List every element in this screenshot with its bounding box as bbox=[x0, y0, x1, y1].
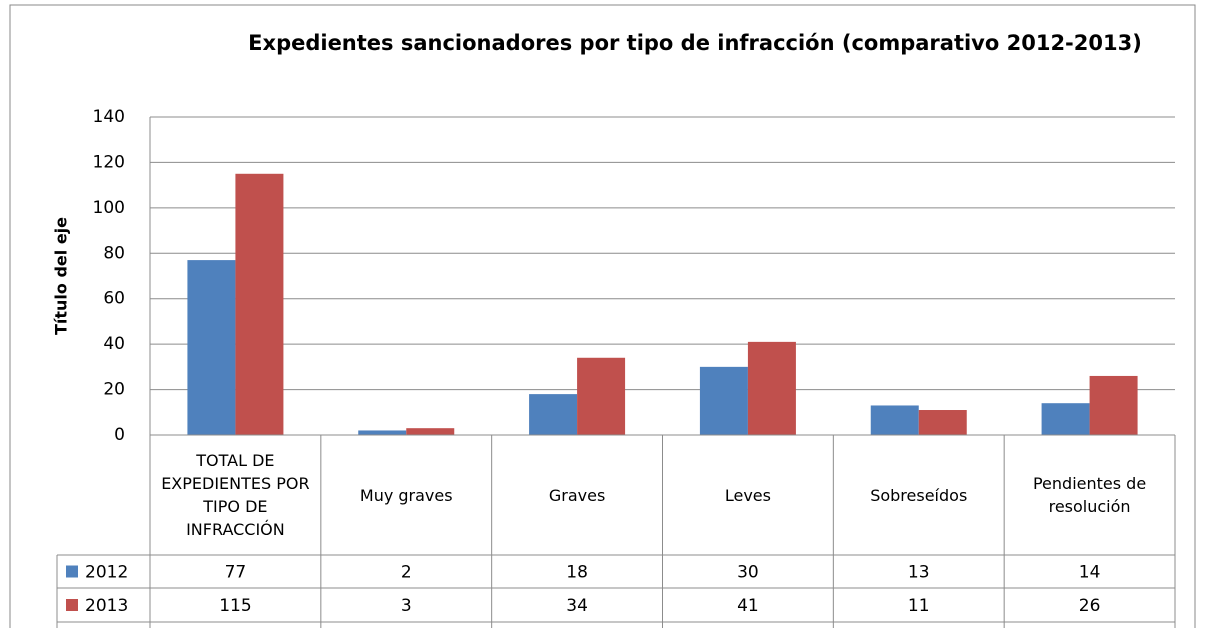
bar bbox=[747, 341, 796, 435]
category-label: TOTAL DE EXPEDIENTES POR TIPO DE INFRACC… bbox=[161, 451, 310, 539]
category-label: Sobreseídos bbox=[870, 485, 968, 505]
bar bbox=[406, 428, 455, 435]
legend-label: 2012 bbox=[85, 563, 128, 583]
category-label: Pendientes de resolución bbox=[1032, 474, 1147, 516]
table-value: 41 bbox=[737, 596, 759, 616]
bar bbox=[187, 260, 236, 435]
bar bbox=[1041, 403, 1090, 435]
table-value: 11 bbox=[908, 596, 930, 616]
table-value: 18 bbox=[566, 563, 588, 583]
y-tick-label: 40 bbox=[103, 334, 125, 354]
table-value: 77 bbox=[225, 563, 247, 583]
bar bbox=[358, 430, 407, 435]
bar bbox=[870, 405, 919, 435]
table-value: 26 bbox=[1079, 596, 1101, 616]
table-value: 13 bbox=[908, 563, 930, 583]
table-value: 2 bbox=[401, 563, 412, 583]
legend-key bbox=[66, 599, 78, 611]
legend-key bbox=[66, 565, 78, 578]
y-tick-label: 140 bbox=[93, 107, 125, 127]
bar bbox=[1089, 375, 1138, 435]
table-value: 3 bbox=[401, 596, 412, 616]
table-value: 30 bbox=[737, 563, 759, 583]
table-value: 115 bbox=[219, 596, 251, 616]
y-axis-title: Título del eje bbox=[52, 217, 71, 335]
bar bbox=[529, 394, 578, 435]
y-tick-label: 20 bbox=[103, 380, 125, 400]
table-value: 14 bbox=[1079, 563, 1101, 583]
bar bbox=[699, 366, 748, 435]
y-tick-label: 120 bbox=[93, 152, 125, 172]
y-tick-label: 100 bbox=[93, 198, 125, 218]
chart-title: Expedientes sancionadores por tipo de in… bbox=[248, 31, 1142, 55]
bar bbox=[918, 410, 967, 435]
y-tick-label: 0 bbox=[114, 425, 125, 445]
legend-label: 2013 bbox=[85, 596, 128, 616]
y-tick-label: 60 bbox=[103, 289, 125, 309]
table-value: 34 bbox=[566, 596, 588, 616]
bar bbox=[577, 357, 626, 435]
category-label: Leves bbox=[724, 485, 771, 505]
y-tick-label: 80 bbox=[103, 243, 125, 263]
category-label: Muy graves bbox=[359, 485, 453, 505]
category-label: Graves bbox=[548, 485, 606, 505]
bar bbox=[235, 173, 284, 436]
